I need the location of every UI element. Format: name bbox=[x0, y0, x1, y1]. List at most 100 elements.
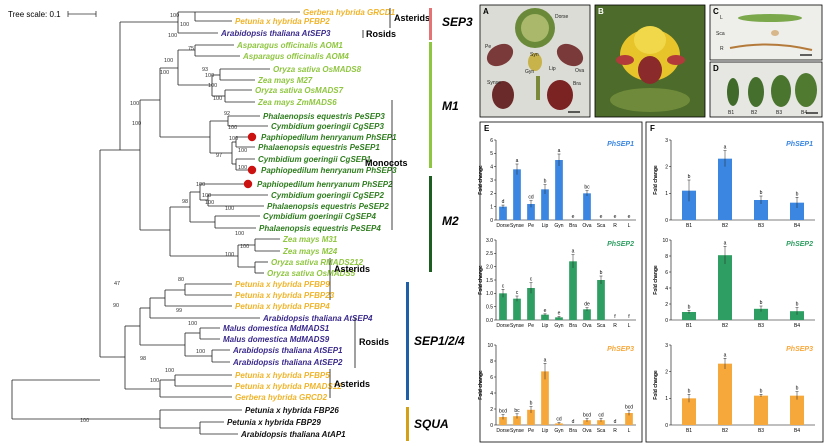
bracket-asterids-1: Asterids bbox=[394, 13, 430, 23]
bootstrap-value: 99 bbox=[176, 308, 182, 314]
y-tick-label: 3.0 bbox=[486, 238, 493, 244]
y-tick-label: 0 bbox=[665, 218, 668, 224]
photo-panel-b-label: B bbox=[598, 7, 604, 16]
bootstrap-value: 100 bbox=[228, 125, 237, 131]
significance-letter: b bbox=[796, 386, 799, 392]
clade-bar-sep3 bbox=[429, 8, 432, 40]
significance-letter: a bbox=[516, 158, 519, 164]
chart-title: PhSEP1 bbox=[607, 141, 634, 148]
bracket-asterids-3: Asterids bbox=[334, 379, 370, 389]
taxon-label: Oryza sativa RMADS212 bbox=[271, 258, 364, 267]
clade-bar-m2 bbox=[429, 176, 432, 272]
taxon-label: Zea mays M27 bbox=[257, 76, 313, 85]
significance-letter: bcd bbox=[583, 413, 591, 419]
x-tick-label: B4 bbox=[794, 428, 800, 434]
significance-letter: e bbox=[572, 214, 575, 220]
bar bbox=[718, 363, 732, 425]
x-tick-label: Dorse bbox=[496, 223, 510, 229]
bootstrap-value: 100 bbox=[160, 70, 169, 76]
significance-letter: a bbox=[558, 148, 561, 154]
x-tick-label: Synse bbox=[510, 428, 524, 434]
y-tick-label: 0 bbox=[665, 423, 668, 429]
x-tick-label: Lip bbox=[542, 323, 549, 329]
taxon-label: Petunia x hybrida PMADS12 bbox=[235, 382, 342, 391]
bootstrap-value: 98 bbox=[140, 356, 146, 362]
significance-letter: b bbox=[688, 388, 691, 394]
y-tick-label: 3 bbox=[490, 178, 493, 184]
clade-label-m2: M2 bbox=[442, 214, 459, 228]
x-tick-label: Ova bbox=[582, 428, 591, 434]
clade-bar-m1 bbox=[429, 42, 432, 168]
significance-letter: c bbox=[516, 290, 519, 296]
taxon-label: Petunia x hybrida PFBP23 bbox=[235, 291, 335, 300]
photo-a-callout-syn: Syn bbox=[530, 52, 539, 58]
photo-c-callout-r: R bbox=[720, 46, 724, 52]
taxon-label: Cymbidium goeringii CgSEP1 bbox=[258, 155, 371, 164]
significance-letter: b bbox=[760, 190, 763, 196]
taxon-label: Zea mays ZmMADS6 bbox=[257, 98, 337, 107]
bar bbox=[718, 255, 732, 320]
y-tick-label: 2 bbox=[665, 369, 668, 375]
taxon-label: Malus domestica MdMADS1 bbox=[223, 324, 330, 333]
bracket-asterids-2: Asterids bbox=[334, 264, 370, 274]
highlight-dot-icon bbox=[247, 165, 257, 175]
taxon-label: Cymbidium goeringii CgSEP3 bbox=[271, 122, 384, 131]
bar bbox=[790, 311, 804, 320]
significance-letter: d bbox=[572, 419, 575, 425]
significance-letter: bcd bbox=[625, 405, 633, 411]
photo-panel-b: B bbox=[594, 4, 706, 118]
x-tick-label: Gyn bbox=[554, 428, 563, 434]
significance-letter: a bbox=[572, 249, 575, 255]
y-tick-label: 4 bbox=[490, 391, 493, 397]
significance-letter: b bbox=[544, 179, 547, 185]
x-tick-label: Gyn bbox=[554, 223, 563, 229]
y-axis-label: Fold change bbox=[653, 370, 659, 400]
x-tick-label: R bbox=[613, 428, 617, 434]
significance-letter: b bbox=[796, 302, 799, 308]
photo-a-callout-pe: Pe bbox=[485, 44, 491, 50]
clade-label-sep124: SEP1/2/4 bbox=[414, 334, 465, 348]
x-tick-label: Gyn bbox=[554, 323, 563, 329]
y-tick-label: 3 bbox=[665, 138, 668, 144]
y-tick-label: 2 bbox=[665, 164, 668, 170]
taxon-label: Cymbidium goeringii CgSEP2 bbox=[271, 191, 384, 200]
scale-bar bbox=[67, 11, 97, 17]
bracket-rosids-1: Rosids bbox=[366, 29, 396, 39]
y-axis-label: Fold change bbox=[478, 370, 484, 400]
bar bbox=[499, 417, 507, 425]
taxon-label: Paphiopedilum henryanum PhSEP2 bbox=[257, 180, 393, 189]
bootstrap-value: 75 bbox=[188, 46, 194, 52]
y-tick-label: 2 bbox=[490, 191, 493, 197]
taxon-label: Phalaenopsis equestris PeSEP4 bbox=[259, 224, 381, 233]
significance-letter: b bbox=[688, 304, 691, 310]
x-tick-label: B4 bbox=[794, 323, 800, 329]
y-tick-label: 6 bbox=[665, 270, 668, 276]
x-tick-label: B2 bbox=[722, 323, 728, 329]
bar bbox=[555, 160, 563, 220]
x-tick-label: Sca bbox=[597, 223, 606, 229]
bootstrap-value: 100 bbox=[132, 121, 141, 127]
bar bbox=[583, 309, 591, 320]
taxon-label: Petunia x hybrida PFBP2 bbox=[235, 17, 330, 26]
y-tick-label: 1 bbox=[665, 191, 668, 197]
y-axis-label: Fold change bbox=[653, 165, 659, 195]
y-tick-label: 0 bbox=[665, 318, 668, 324]
taxon-label: Petunia x hybrida PFBP5 bbox=[235, 371, 330, 380]
x-tick-label: B1 bbox=[686, 428, 692, 434]
taxon-label: Asparagus officinalis AOM1 bbox=[236, 41, 343, 50]
bootstrap-value: 100 bbox=[196, 349, 205, 355]
x-tick-label: Pe bbox=[528, 323, 534, 329]
bootstrap-value: 80 bbox=[178, 277, 184, 283]
bar bbox=[513, 298, 521, 320]
x-tick-label: B3 bbox=[758, 223, 764, 229]
x-tick-label: Pe bbox=[528, 428, 534, 434]
x-tick-label: Bra bbox=[569, 323, 577, 329]
chart-title: PhSEP2 bbox=[607, 241, 634, 248]
significance-letter: d bbox=[502, 199, 505, 205]
photo-panel-a: A Dorse Pe Syn Gyn Lip Ova Bra Synse bbox=[479, 4, 591, 118]
panel-f-label: F bbox=[650, 124, 655, 133]
significance-letter: bcd bbox=[499, 409, 507, 415]
bootstrap-value: 100 bbox=[165, 368, 174, 374]
y-tick-label: 0 bbox=[490, 218, 493, 224]
y-tick-label: 4 bbox=[490, 164, 493, 170]
